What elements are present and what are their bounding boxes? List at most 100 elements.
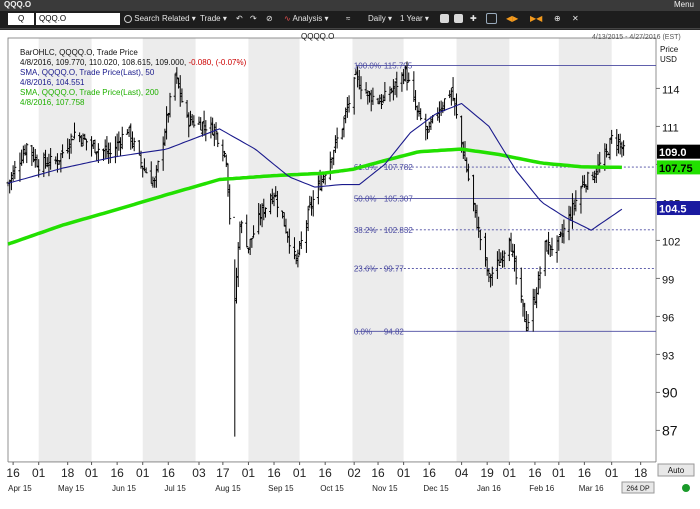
scroll-left-icon[interactable]: ◀▶ xyxy=(506,14,519,23)
x-axis-bg xyxy=(0,462,700,509)
fib-pct-label: 38.2% xyxy=(354,226,377,235)
month-band xyxy=(352,38,404,462)
x-month-label: Nov 15 xyxy=(372,484,398,493)
x-axis: 16 01 18 01 16 01 16 03 17 01 16 01 16 02 16 01 16 04 19 01… xyxy=(0,461,700,509)
x-month-label: Jun 15 xyxy=(112,484,137,493)
fib-pct-label: 23.6% xyxy=(354,265,377,274)
fib-value-label: 107.782 xyxy=(384,163,413,172)
auto-button[interactable] xyxy=(657,463,695,477)
fib-pct-label: 50.0% xyxy=(354,194,377,203)
range-label: 1 Year xyxy=(400,14,423,23)
window-title: QQQ.O xyxy=(4,0,32,9)
x-month-label: Dec 15 xyxy=(423,484,449,493)
month-band xyxy=(38,38,92,462)
x-day-label: 03 xyxy=(192,466,206,480)
zoom-icon[interactable]: ⊕ xyxy=(554,14,561,23)
stop-icon[interactable]: ⊘ xyxy=(266,14,273,23)
search-icon xyxy=(124,14,132,23)
symbol-input[interactable]: QQQ.O xyxy=(36,13,120,25)
x-day-label: 01 xyxy=(85,466,99,480)
layout-icon[interactable] xyxy=(486,13,497,25)
price-tag-label: 109.0 xyxy=(659,147,687,159)
analysis-icon: ∿ xyxy=(284,14,291,23)
fib-value-label: 99.77 xyxy=(384,265,405,274)
y-tick-label: 111 xyxy=(662,122,679,134)
pencil-icon xyxy=(454,14,463,24)
month-band xyxy=(248,38,300,462)
close-chart-icon[interactable]: ✕ xyxy=(572,14,579,23)
x-month-label: May 15 xyxy=(58,484,85,493)
price-axis-label: Price xyxy=(660,45,679,54)
ohlc-bars xyxy=(6,61,626,437)
x-day-label: 18 xyxy=(634,466,648,480)
search-button[interactable]: Search xyxy=(124,13,160,25)
trade-label: Trade xyxy=(200,14,221,23)
x-day-label: 18 xyxy=(61,466,75,480)
toolbar: Q QQQ.O Search Related ▾ Trade ▾ ↶ ↷ ⊘ ∿… xyxy=(0,11,700,29)
y-tick-label: 87 xyxy=(662,422,678,438)
points-label: 264 DP xyxy=(626,486,650,493)
range-select[interactable]: 1 Year ▾ xyxy=(400,14,429,23)
x-day-label: 16 xyxy=(423,466,437,480)
x-day-label: 16 xyxy=(6,466,20,480)
price-tags: 109.0 107.75 104.5 xyxy=(657,144,700,216)
x-day-label: 01 xyxy=(293,466,307,480)
forward-icon[interactable]: ↷ xyxy=(250,14,257,23)
legend-sma50-values: 4/8/2016, 104.551 xyxy=(20,78,85,87)
x-month-label: Oct 15 xyxy=(320,484,344,493)
fib-pct-label: 0.0% xyxy=(354,327,372,336)
price-tag xyxy=(657,201,700,216)
back-icon[interactable]: ↶ xyxy=(236,14,243,23)
x-day-label: 16 xyxy=(267,466,281,480)
menu-button[interactable]: Menu xyxy=(673,0,694,9)
x-month-label: Feb 16 xyxy=(529,484,554,493)
legend-bar-title: BarOHLC, QQQQ.O, Trade Price xyxy=(20,48,138,57)
x-day-label: 16 xyxy=(528,466,542,480)
x-day-label: 01 xyxy=(605,466,619,480)
chart-style-icon[interactable]: ≈ xyxy=(346,14,351,23)
x-month-label: Mar 16 xyxy=(579,484,604,493)
fib-value-label: 105.307 xyxy=(384,194,413,203)
x-day-label: 16 xyxy=(578,466,592,480)
related-button[interactable]: Related ▾ xyxy=(162,14,196,23)
x-month-label: Jan 16 xyxy=(477,484,502,493)
month-band xyxy=(142,38,196,462)
crosshair-icon[interactable]: ✚ xyxy=(470,14,477,23)
price-tag-label: 104.5 xyxy=(659,204,687,216)
x-day-label: 01 xyxy=(397,466,411,480)
interval-select[interactable]: Daily ▾ xyxy=(368,14,393,23)
x-month-label: Jul 15 xyxy=(164,484,186,493)
x-day-label: 01 xyxy=(503,466,517,480)
x-day-label: 16 xyxy=(110,466,124,480)
price-tag xyxy=(657,144,700,159)
y-tick-label: 102 xyxy=(662,236,680,248)
y-tick-label: 96 xyxy=(662,312,674,324)
legend-sma50-title: SMA, QQQQ.O, Trade Price(Last), 50 xyxy=(20,68,155,77)
chart-symbol: QQQQ.O xyxy=(301,32,334,41)
points-box xyxy=(621,481,655,494)
month-band xyxy=(456,38,510,462)
search-label: Search xyxy=(134,14,160,23)
analysis-button[interactable]: ∿ Analysis ▾ xyxy=(284,14,329,23)
x-month-label: Aug 15 xyxy=(215,484,241,493)
sma50-line xyxy=(7,102,623,231)
search-field[interactable]: Q xyxy=(8,13,34,25)
chart-type-icon[interactable] xyxy=(440,13,449,25)
month-bands xyxy=(38,38,612,462)
chart-date-range: 4/13/2015 - 4/27/2016 (EST) xyxy=(592,34,681,41)
x-day-label: 17 xyxy=(216,466,230,480)
zoom-in-icon[interactable]: ▶◀ xyxy=(530,14,543,23)
interval-label: Daily xyxy=(368,14,386,23)
legend-bar-values: 4/8/2016, 109.770, 110.020, 108.615, 109… xyxy=(20,58,247,67)
currency-label: USD xyxy=(660,55,677,64)
trade-button[interactable]: Trade ▾ xyxy=(200,14,227,23)
price-tag-label: 107.75 xyxy=(659,163,693,175)
x-day-label: 01 xyxy=(32,466,46,480)
draw-icon[interactable] xyxy=(454,13,463,25)
fib-pct-label: 100.0% xyxy=(354,62,381,71)
x-month-label: Sep 15 xyxy=(268,484,294,493)
x-day-label: 01 xyxy=(552,466,566,480)
y-tick-label: 114 xyxy=(662,84,680,96)
